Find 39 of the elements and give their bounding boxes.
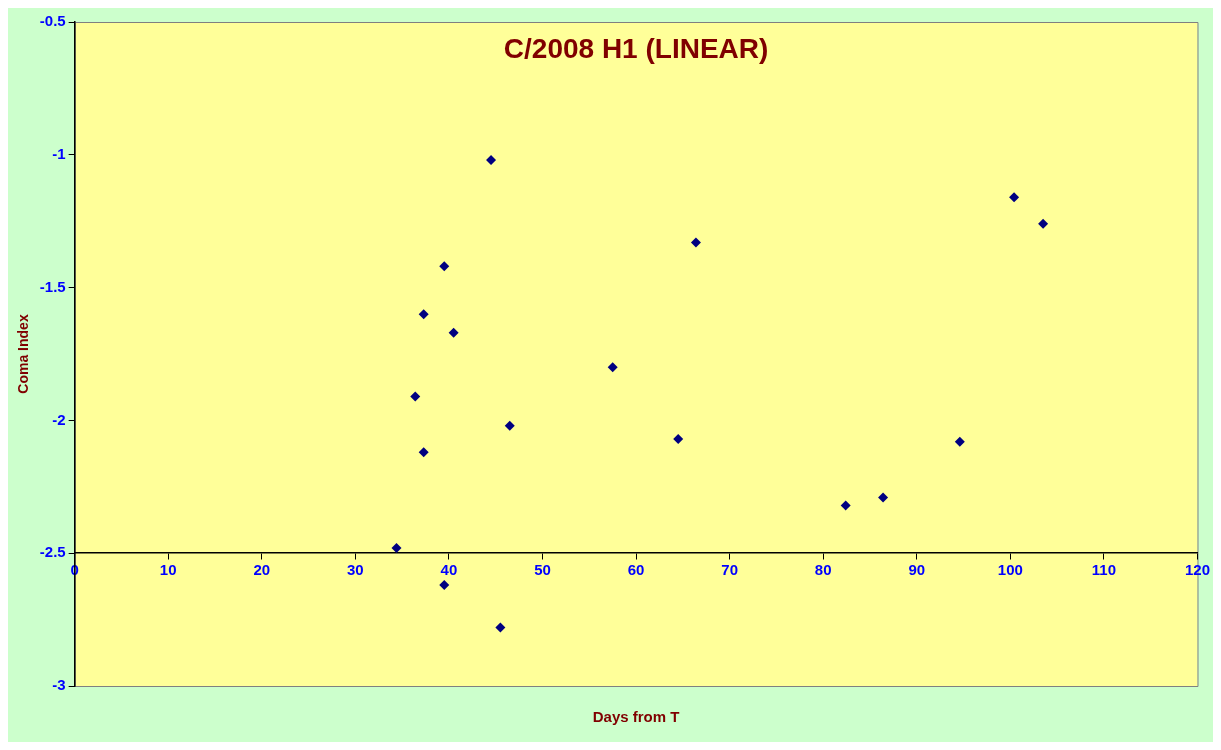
point bbox=[504, 420, 515, 431]
point bbox=[418, 447, 429, 458]
point bbox=[439, 580, 450, 591]
x-tick-label: 70 bbox=[721, 561, 738, 579]
chart-title: C/2008 H1 (LINEAR) bbox=[503, 32, 769, 64]
point bbox=[690, 237, 701, 248]
point bbox=[391, 542, 402, 553]
point bbox=[673, 433, 684, 444]
x-tick-label: 60 bbox=[627, 561, 645, 579]
x-axis-title: Days from T bbox=[592, 708, 680, 726]
y-tick-label: -0.5 bbox=[39, 12, 66, 30]
y-tick-label: -3 bbox=[52, 676, 66, 694]
point bbox=[1038, 218, 1049, 229]
point bbox=[486, 155, 497, 166]
point bbox=[448, 327, 459, 338]
x-tick-label: 90 bbox=[908, 561, 926, 579]
x-tick-label: 110 bbox=[1091, 561, 1117, 579]
y-tick-label: -2 bbox=[52, 410, 66, 428]
point bbox=[607, 362, 618, 373]
point bbox=[878, 492, 889, 503]
x-tick-label: 120 bbox=[1184, 561, 1210, 579]
x-tick-label: 10 bbox=[159, 561, 177, 579]
point bbox=[954, 436, 965, 447]
x-tick-label: 50 bbox=[534, 561, 551, 579]
x-tick-label: 40 bbox=[440, 561, 458, 579]
point bbox=[840, 500, 851, 511]
y-tick-label: -1.5 bbox=[39, 277, 66, 295]
point bbox=[1009, 192, 1020, 203]
point bbox=[495, 622, 506, 633]
point bbox=[439, 261, 450, 272]
point bbox=[410, 391, 421, 402]
y-axis-title: Coma Index bbox=[15, 314, 32, 394]
x-tick-label: 100 bbox=[997, 561, 1023, 579]
x-tick-label: 80 bbox=[814, 561, 832, 579]
y-tick-label: -2.5 bbox=[39, 543, 66, 561]
y-tick-label: -1 bbox=[52, 144, 66, 162]
x-tick-label: 30 bbox=[347, 561, 364, 579]
x-tick-label: 20 bbox=[253, 561, 271, 579]
point bbox=[418, 309, 429, 320]
